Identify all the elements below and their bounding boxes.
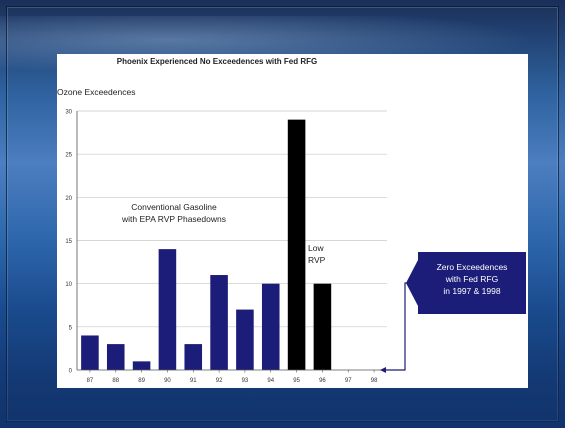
y-tick-label: 25	[65, 153, 72, 159]
bar-88	[106, 344, 125, 370]
x-tick-labels: 87 88 89 90 91 92 93 94 95 96 97 98	[87, 378, 379, 384]
x-tick-label: 94	[267, 378, 274, 384]
x-tick-label: 89	[138, 378, 145, 384]
y-tick-label: 30	[65, 110, 72, 116]
y-tick-label: 5	[69, 325, 73, 331]
x-tick-label: 88	[112, 378, 119, 384]
bar-95	[287, 119, 306, 370]
y-tick-label: 10	[65, 282, 72, 288]
bars	[81, 119, 332, 370]
y-tick-label: 0	[69, 369, 73, 375]
bar-93	[236, 309, 254, 370]
bar-89	[132, 361, 151, 370]
chart-panel: Phoenix Experienced No Exceedences with …	[57, 54, 528, 388]
bar-94	[261, 283, 280, 370]
x-tick-label: 98	[371, 378, 378, 384]
ozone-exceedences-bar-chart: Phoenix Experienced No Exceedences with …	[57, 57, 387, 384]
y-tick-label: 15	[65, 239, 72, 245]
bar-87	[81, 335, 99, 370]
axes	[76, 111, 387, 373]
x-tick-label: 90	[164, 378, 171, 384]
x-tick-label: 97	[345, 378, 352, 384]
annotation-low-rvp-line: RVP	[308, 255, 326, 265]
x-tick-label: 95	[293, 378, 300, 384]
y-tick-labels: 0 5 10 15 20 25 30	[65, 110, 72, 375]
y-tick-label: 20	[65, 196, 72, 202]
annotations: Conventional Gasoline with EPA RVP Phased…	[121, 202, 326, 265]
y-axis-label: Ozone Exceedences	[57, 87, 135, 97]
annotation-low-rvp-line: Low	[308, 243, 324, 253]
x-tick-label: 92	[216, 378, 223, 384]
x-tick-label: 87	[87, 378, 94, 384]
x-tick-label: 96	[319, 378, 326, 384]
gridlines	[77, 110, 387, 328]
x-tick-label: 93	[242, 378, 249, 384]
bar-96	[313, 283, 332, 370]
chart-title: Phoenix Experienced No Exceedences with …	[117, 57, 318, 66]
bar-90	[158, 249, 177, 370]
annotation-conventional-line: Conventional Gasoline	[131, 202, 217, 212]
annotation-conventional-line: with EPA RVP Phasedowns	[121, 214, 226, 224]
slide-frame-border	[6, 6, 559, 422]
bar-92	[210, 275, 228, 370]
x-tick-label: 91	[190, 378, 197, 384]
bar-91	[184, 344, 203, 370]
